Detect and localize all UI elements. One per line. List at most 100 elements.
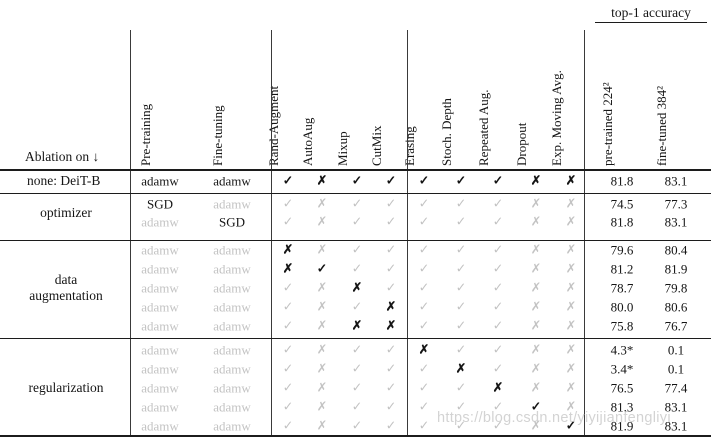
- pretraining-cell: adamw: [141, 242, 179, 258]
- finetuning-cell: adamw: [213, 196, 251, 212]
- check-mark: ✓: [385, 399, 397, 414]
- top1-accuracy-header: top-1 accuracy: [611, 5, 691, 20]
- cross-mark: ✗: [530, 299, 542, 314]
- accuracy-384-cell: 83.1: [664, 399, 688, 415]
- section-label: none: DeiT-B: [27, 173, 101, 188]
- check-mark: ✓: [351, 196, 363, 211]
- check-mark: ✓: [455, 214, 467, 229]
- check-mark: ✓: [418, 361, 430, 376]
- column-header-rotated: AutoAug: [300, 117, 315, 166]
- cross-mark: ✗: [565, 361, 577, 376]
- check-mark: ✓: [418, 261, 430, 276]
- cross-mark: ✗: [530, 318, 542, 333]
- cross-mark: ✗: [565, 242, 577, 257]
- cross-mark: ✗: [565, 380, 577, 395]
- cross-mark: ✗: [351, 280, 363, 295]
- cross-mark: ✗: [385, 318, 397, 333]
- check-mark: ✓: [492, 361, 504, 376]
- cross-mark: ✗: [316, 242, 328, 257]
- check-mark: ✓: [492, 280, 504, 295]
- accuracy-384-cell: 83.1: [664, 173, 688, 189]
- check-mark: ✓: [455, 261, 467, 276]
- cross-mark: ✗: [316, 361, 328, 376]
- cross-mark: ✗: [530, 418, 542, 433]
- pretraining-cell: adamw: [141, 280, 179, 296]
- cross-mark: ✗: [565, 261, 577, 276]
- pretraining-cell: adamw: [141, 361, 179, 377]
- check-mark: ✓: [282, 361, 294, 376]
- check-mark: ✓: [418, 380, 430, 395]
- pretraining-cell: SGD: [146, 196, 174, 212]
- pretraining-cell: adamw: [141, 261, 179, 277]
- check-mark: ✓: [385, 342, 397, 357]
- check-mark: ✓: [455, 380, 467, 395]
- check-mark: ✓: [385, 361, 397, 376]
- cross-mark: ✗: [530, 342, 542, 357]
- cross-mark: ✗: [530, 214, 542, 229]
- cross-mark: ✗: [530, 380, 542, 395]
- cross-mark: ✗: [385, 299, 397, 314]
- horizontal-rule: [0, 193, 711, 194]
- pretraining-cell: adamw: [141, 418, 179, 434]
- cross-mark: ✗: [492, 380, 504, 395]
- check-mark: ✓: [492, 173, 504, 188]
- check-mark: ✓: [385, 214, 397, 229]
- accuracy-384-cell: 83.1: [664, 418, 688, 434]
- check-mark: ✓: [282, 214, 294, 229]
- section-label: data augmentation: [29, 272, 103, 303]
- check-mark: ✓: [492, 399, 504, 414]
- check-mark: ✓: [455, 173, 467, 188]
- check-mark: ✓: [418, 196, 430, 211]
- cross-mark: ✗: [316, 380, 328, 395]
- check-mark: ✓: [455, 399, 467, 414]
- horizontal-rule: [0, 435, 711, 437]
- check-mark: ✓: [565, 418, 577, 433]
- check-mark: ✓: [418, 214, 430, 229]
- vertical-rule: [130, 30, 131, 437]
- check-mark: ✓: [418, 399, 430, 414]
- check-mark: ✓: [492, 342, 504, 357]
- cross-mark: ✗: [316, 418, 328, 433]
- accuracy-224-cell: 78.7: [610, 280, 634, 296]
- accuracy-224-cell: 3.4*: [610, 361, 634, 377]
- check-mark: ✓: [455, 242, 467, 257]
- check-mark: ✓: [351, 361, 363, 376]
- cross-mark: ✗: [530, 261, 542, 276]
- accuracy-384-cell: 79.8: [664, 280, 688, 296]
- column-header-rotated: Stoch. Depth: [439, 98, 454, 166]
- cross-mark: ✗: [455, 361, 467, 376]
- cross-mark: ✗: [316, 280, 328, 295]
- check-mark: ✓: [385, 242, 397, 257]
- accuracy-384-cell: 83.1: [664, 214, 688, 230]
- cross-mark: ✗: [316, 214, 328, 229]
- check-mark: ✓: [351, 342, 363, 357]
- check-mark: ✓: [455, 318, 467, 333]
- finetuning-cell: adamw: [213, 318, 251, 334]
- check-mark: ✓: [492, 418, 504, 433]
- check-mark: ✓: [418, 242, 430, 257]
- accuracy-384-cell: 80.4: [664, 242, 688, 258]
- accuracy-224-cell: 80.0: [610, 299, 634, 315]
- cross-mark: ✗: [316, 299, 328, 314]
- check-mark: ✓: [385, 418, 397, 433]
- check-mark: ✓: [282, 380, 294, 395]
- column-header-rotated: Dropout: [514, 122, 529, 166]
- check-mark: ✓: [455, 342, 467, 357]
- check-mark: ✓: [282, 318, 294, 333]
- check-mark: ✓: [418, 173, 430, 188]
- column-header-rotated: Erasing: [402, 126, 417, 166]
- horizontal-rule: [0, 240, 711, 241]
- column-header-rotated: fine-tuned 384²: [654, 85, 669, 166]
- column-header-rotated: Fine-tuning: [210, 105, 225, 166]
- check-mark: ✓: [282, 418, 294, 433]
- check-mark: ✓: [455, 418, 467, 433]
- check-mark: ✓: [385, 173, 397, 188]
- accuracy-224-cell: 76.5: [610, 380, 634, 396]
- csdn-watermark: https://blog.csdn.net/yiyijianfengliyi: [437, 410, 671, 426]
- finetuning-cell: adamw: [213, 361, 251, 377]
- check-mark: ✓: [385, 261, 397, 276]
- check-mark: ✓: [385, 196, 397, 211]
- check-mark: ✓: [351, 173, 363, 188]
- column-header-rotated: pre-trained 224²: [600, 82, 615, 166]
